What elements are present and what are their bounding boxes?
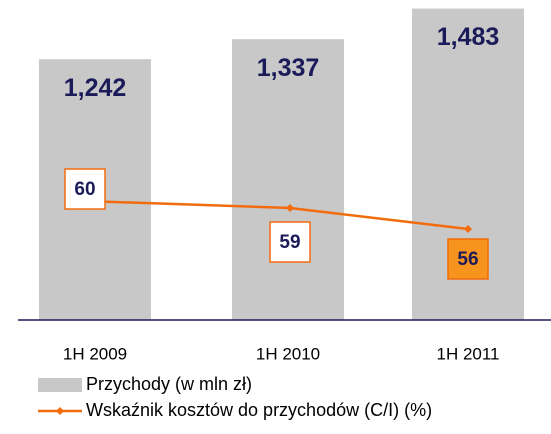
line-label-box (64, 168, 106, 210)
line-label-box (269, 221, 311, 263)
bar-value-label: 1,337 (257, 54, 320, 82)
legend-swatch (38, 378, 82, 392)
legend-label: Przychody (w mln zł) (86, 374, 252, 394)
line-marker (286, 204, 294, 212)
x-tick-label: 1H 2009 (63, 344, 127, 363)
bar-value-label: 1,483 (437, 23, 500, 51)
line-marker (464, 225, 472, 233)
line-value-label: 60 (74, 179, 95, 200)
x-tick-label: 1H 2010 (256, 344, 320, 363)
legend-label: Wskaźnik kosztów do przychodów (C/I) (%) (86, 400, 432, 420)
line-value-label: 59 (279, 232, 300, 253)
legend-marker (56, 407, 64, 415)
line-label-box (447, 238, 489, 280)
bar-value-label: 1,242 (64, 74, 127, 102)
line-value-label: 56 (457, 249, 478, 270)
x-tick-label: 1H 2011 (436, 344, 499, 363)
bar (232, 39, 344, 320)
